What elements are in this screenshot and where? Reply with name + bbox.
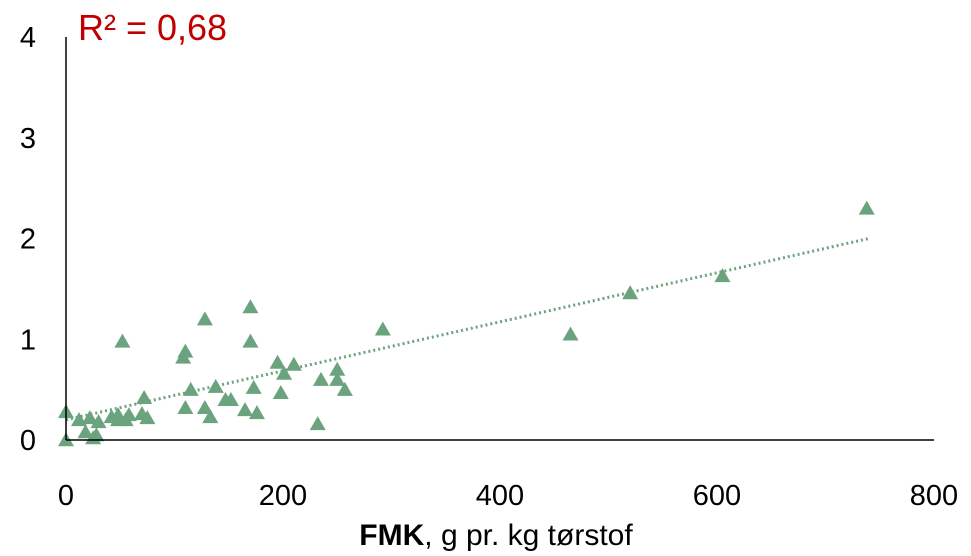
data-point: [312, 371, 329, 386]
x-axis-label-rest: , g pr. kg tørstof: [424, 519, 633, 552]
data-point: [276, 365, 293, 380]
data-point: [309, 416, 326, 431]
x-tick-labels: 0 200 400 600 800: [58, 480, 958, 512]
x-tick-label: 800: [910, 480, 958, 512]
y-tick-label: 4: [20, 22, 36, 54]
x-tick-label: 400: [476, 480, 524, 512]
y-tick-label: 3: [20, 123, 36, 155]
data-point: [714, 268, 731, 283]
data-point: [177, 343, 194, 358]
data-point: [114, 333, 131, 348]
data-point: [272, 384, 289, 399]
data-point: [336, 381, 353, 396]
data-point: [285, 356, 302, 371]
data-point: [374, 321, 391, 336]
y-tick-labels: 0 1 2 3 4: [20, 22, 36, 457]
data-point: [196, 400, 213, 415]
y-tick-label: 2: [20, 224, 36, 256]
y-tick-label: 0: [20, 425, 36, 457]
data-point: [329, 371, 346, 386]
data-point: [269, 354, 286, 369]
data-point: [81, 410, 98, 425]
data-point: [242, 299, 259, 314]
data-point: [242, 333, 259, 348]
data-point: [136, 389, 153, 404]
data-point: [196, 311, 213, 326]
data-point: [182, 381, 199, 396]
x-tick-label: 0: [58, 480, 74, 512]
data-point: [622, 285, 639, 300]
y-tick-label: 1: [20, 324, 36, 356]
data-point: [110, 407, 127, 422]
data-point: [562, 326, 579, 341]
data-point: [237, 402, 254, 417]
data-point: [207, 378, 224, 393]
data-point: [177, 400, 194, 415]
x-axis-label: FMK, g pr. kg tørstof: [359, 519, 633, 552]
data-point: [202, 409, 219, 424]
data-point: [88, 427, 105, 442]
x-tick-label: 600: [693, 480, 741, 512]
plot-area: [58, 200, 875, 447]
r-squared-label: R² = 0,68: [78, 7, 227, 48]
x-tick-label: 200: [259, 480, 307, 512]
data-point: [329, 361, 346, 376]
data-point: [245, 379, 262, 394]
data-point: [222, 392, 239, 406]
data-point: [120, 407, 137, 422]
data-point: [90, 414, 107, 429]
trendline: [65, 237, 870, 422]
x-axis-label-bold: FMK: [359, 519, 424, 552]
data-point: [858, 200, 875, 215]
data-point: [248, 405, 265, 420]
data-point: [77, 424, 94, 439]
data-point: [139, 410, 156, 425]
